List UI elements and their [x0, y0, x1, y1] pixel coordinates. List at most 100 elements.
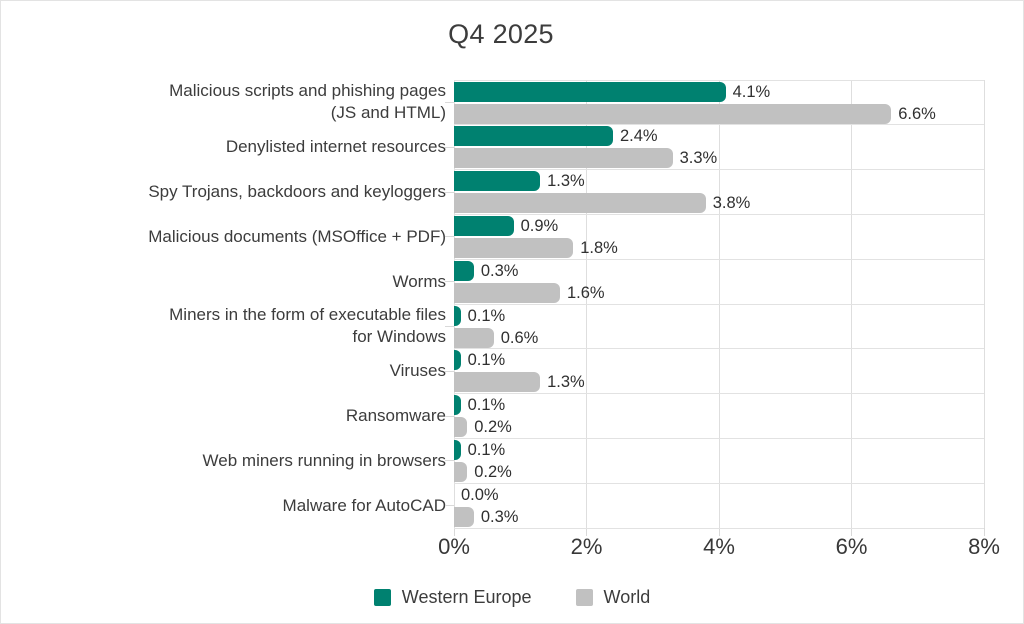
vertical-gridline — [983, 80, 985, 528]
category-label: Malicious documents (MSOffice + PDF) — [41, 214, 446, 259]
category-label-line: Malicious scripts and phishing pages — [169, 81, 446, 101]
bar-western-europe — [454, 260, 474, 281]
bar-value-label: 2.4% — [620, 127, 658, 146]
bar-value-label: 3.3% — [679, 149, 718, 168]
bar-value-label: 1.6% — [567, 283, 605, 302]
bar-value-label: 0.1% — [467, 351, 506, 370]
bar-western-europe — [454, 81, 726, 102]
bar-value-label: 0.1% — [467, 306, 506, 325]
bar-western-europe — [454, 215, 514, 236]
legend-swatch-western-europe — [373, 589, 391, 606]
category-label: Worms — [41, 259, 446, 304]
category-axis: Malicious scripts and phishing pages (JS … — [41, 80, 446, 528]
bar-value-label: 3.8% — [712, 194, 751, 213]
legend-swatch-world — [575, 589, 593, 606]
x-axis-tick — [983, 528, 985, 536]
category-axis-tick — [445, 101, 454, 103]
bar-world — [454, 461, 468, 482]
bar-world — [454, 148, 673, 169]
category-label-line: Viruses — [389, 361, 446, 381]
category-label-line: (JS and HTML) — [330, 103, 446, 123]
bar-western-europe — [454, 171, 541, 192]
legend-item-world: World — [575, 587, 651, 608]
category-axis-tick — [445, 415, 454, 417]
bar-western-europe — [454, 305, 461, 326]
category-axis-tick — [445, 236, 454, 238]
plot-area: 0% 2% 4% 6% 8% 4.1% 6.6% 2.4% 3.3% 1.3% 3.8% 0.9% 1.… — [438, 79, 1000, 559]
category-label-line: Worms — [392, 271, 446, 291]
bar-value-label: 0.1% — [467, 440, 506, 459]
category-label: Ransomware — [41, 394, 446, 439]
bar-world — [454, 417, 468, 438]
category-axis-tick — [445, 370, 454, 372]
bar-value-label: 0.2% — [474, 462, 512, 481]
category-label: Web miners running in browsers — [41, 438, 446, 483]
category-axis-tick — [445, 281, 454, 283]
bar-value-label: 4.1% — [732, 82, 771, 101]
bar-value-label: 1.3% — [547, 172, 585, 191]
category-label-line: Spy Trojans, backdoors and keyloggers — [148, 181, 446, 201]
row-separator-line — [454, 169, 984, 171]
bar-western-europe — [454, 126, 613, 147]
x-axis-tick-label: 4% — [703, 534, 735, 559]
row-separator-line — [454, 437, 984, 439]
bar-value-label: 0.9% — [520, 216, 559, 235]
x-axis-tick-label: 8% — [968, 534, 1000, 559]
legend: Western Europe World — [1, 587, 1023, 608]
row-separator-line — [454, 258, 984, 260]
x-axis-tick — [851, 528, 852, 536]
x-axis-tick-label: 0% — [438, 534, 470, 559]
x-axis-tick — [453, 528, 455, 536]
category-axis-tick — [445, 460, 454, 462]
row-separator-line — [454, 79, 984, 81]
bar-world — [454, 193, 706, 214]
bar-world — [454, 327, 494, 348]
category-label: Miners in the form of executable files fo… — [41, 304, 446, 349]
legend-label-world: World — [603, 587, 651, 607]
category-label-line: Web miners running in browsers — [202, 450, 446, 470]
bar-value-label: 0.6% — [500, 328, 539, 347]
bar-western-europe — [454, 350, 461, 371]
bar-world — [454, 372, 541, 393]
category-label-line: for Windows — [352, 327, 446, 347]
bar-value-label: 0.1% — [467, 396, 506, 415]
category-label: Spy Trojans, backdoors and keyloggers — [41, 170, 446, 215]
row-separator-line — [454, 303, 984, 305]
bar-value-label: 1.8% — [580, 238, 618, 257]
category-label: Malware for AutoCAD — [41, 483, 446, 528]
bar-world — [454, 237, 574, 258]
category-axis-tick — [445, 325, 454, 327]
legend-label-western-europe: Western Europe — [401, 587, 532, 607]
row-separator-line — [454, 213, 984, 215]
bar-world — [454, 103, 892, 124]
bar-western-europe — [454, 395, 461, 416]
category-label: Malicious scripts and phishing pages (JS … — [41, 80, 446, 125]
x-axis-tick-label: 2% — [570, 534, 603, 559]
bar-value-label: 0.2% — [474, 418, 512, 437]
x-axis-tick — [586, 528, 587, 536]
row-separator-line — [454, 348, 984, 350]
legend-item-western-europe: Western Europe — [373, 587, 532, 608]
bar-world — [454, 282, 560, 303]
category-axis-tick — [445, 191, 454, 193]
x-axis-line — [454, 527, 984, 529]
row-separator-line — [454, 124, 984, 126]
category-axis-tick — [445, 505, 454, 507]
bar-value-label: 1.3% — [547, 373, 585, 392]
bar-western-europe — [454, 439, 461, 460]
category-label-line: Malware for AutoCAD — [282, 495, 446, 515]
bar-value-label: 0.0% — [461, 485, 499, 504]
category-label: Denylisted internet resources — [41, 125, 446, 170]
bar-value-label: 0.3% — [480, 507, 519, 526]
category-label-line: Denylisted internet resources — [225, 137, 446, 157]
category-label: Viruses — [41, 349, 446, 394]
bar-value-label: 0.3% — [480, 261, 519, 280]
row-separator-line — [454, 482, 984, 484]
category-label-line: Miners in the form of executable files — [169, 305, 446, 325]
x-axis-tick — [718, 528, 720, 536]
chart-title: Q4 2025 — [448, 19, 554, 49]
category-label-line: Malicious documents (MSOffice + PDF) — [148, 226, 446, 246]
bar-value-label: 6.6% — [898, 104, 936, 123]
x-axis-tick-label: 6% — [835, 534, 868, 559]
